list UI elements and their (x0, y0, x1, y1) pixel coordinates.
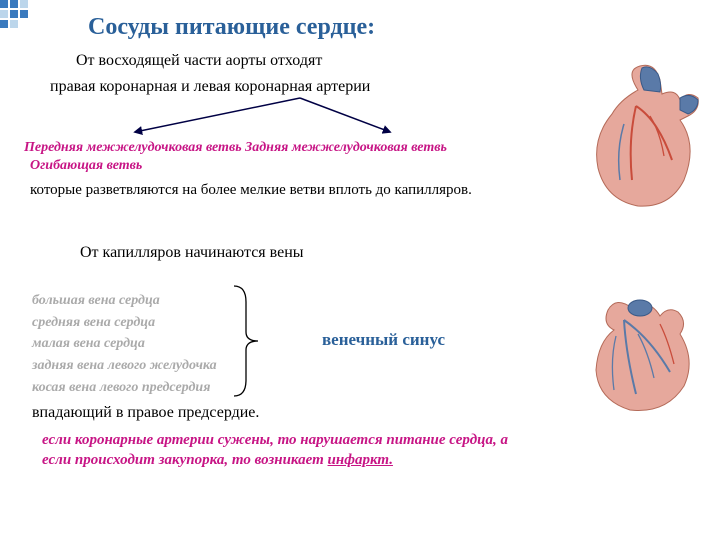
slide-title: Сосуды питающие сердце: (88, 14, 375, 41)
corner-logo-icon (0, 0, 48, 48)
intro-line-1: От восходящей части аорты отходят (76, 52, 322, 70)
veins-intro: От капилляров начинаются вены (80, 244, 304, 262)
branch-circumflex: Огибающая ветвь (30, 158, 142, 174)
vein-item: малая вена сердца (32, 333, 217, 355)
brace-icon (226, 282, 266, 400)
drain-text: впадающий в правое предсердие. (32, 404, 259, 422)
vein-item: задняя вена левого желудочка (32, 355, 217, 377)
vein-item: большая вена сердца (32, 290, 217, 312)
branching-arrows-icon (90, 96, 420, 136)
branch-row-1: Передняя межжелудочковая ветвь Задняя ме… (24, 140, 447, 156)
infarction-note-a: если коронарные артерии сужены, то наруш… (42, 432, 508, 468)
heart-posterior-icon (580, 290, 702, 415)
veins-list: большая вена сердца средняя вена сердца … (32, 290, 217, 398)
intro-line-2: правая коронарная и левая коронарная арт… (50, 78, 370, 96)
infarction-keyword: инфаркт. (328, 452, 393, 468)
vein-item: косая вена левого предсердия (32, 377, 217, 399)
infarction-note: если коронарные артерии сужены, то наруш… (42, 430, 527, 471)
vein-item: средняя вена сердца (32, 312, 217, 334)
branch-posterior: Задняя межжелудочковая ветвь (245, 140, 447, 155)
coronary-sinus-label: венечный синус (322, 330, 445, 350)
heart-anterior-icon (580, 60, 708, 215)
capillary-text: которые разветвляются на более мелкие ве… (30, 180, 510, 200)
branch-anterior: Передняя межжелудочковая ветвь (24, 140, 245, 155)
